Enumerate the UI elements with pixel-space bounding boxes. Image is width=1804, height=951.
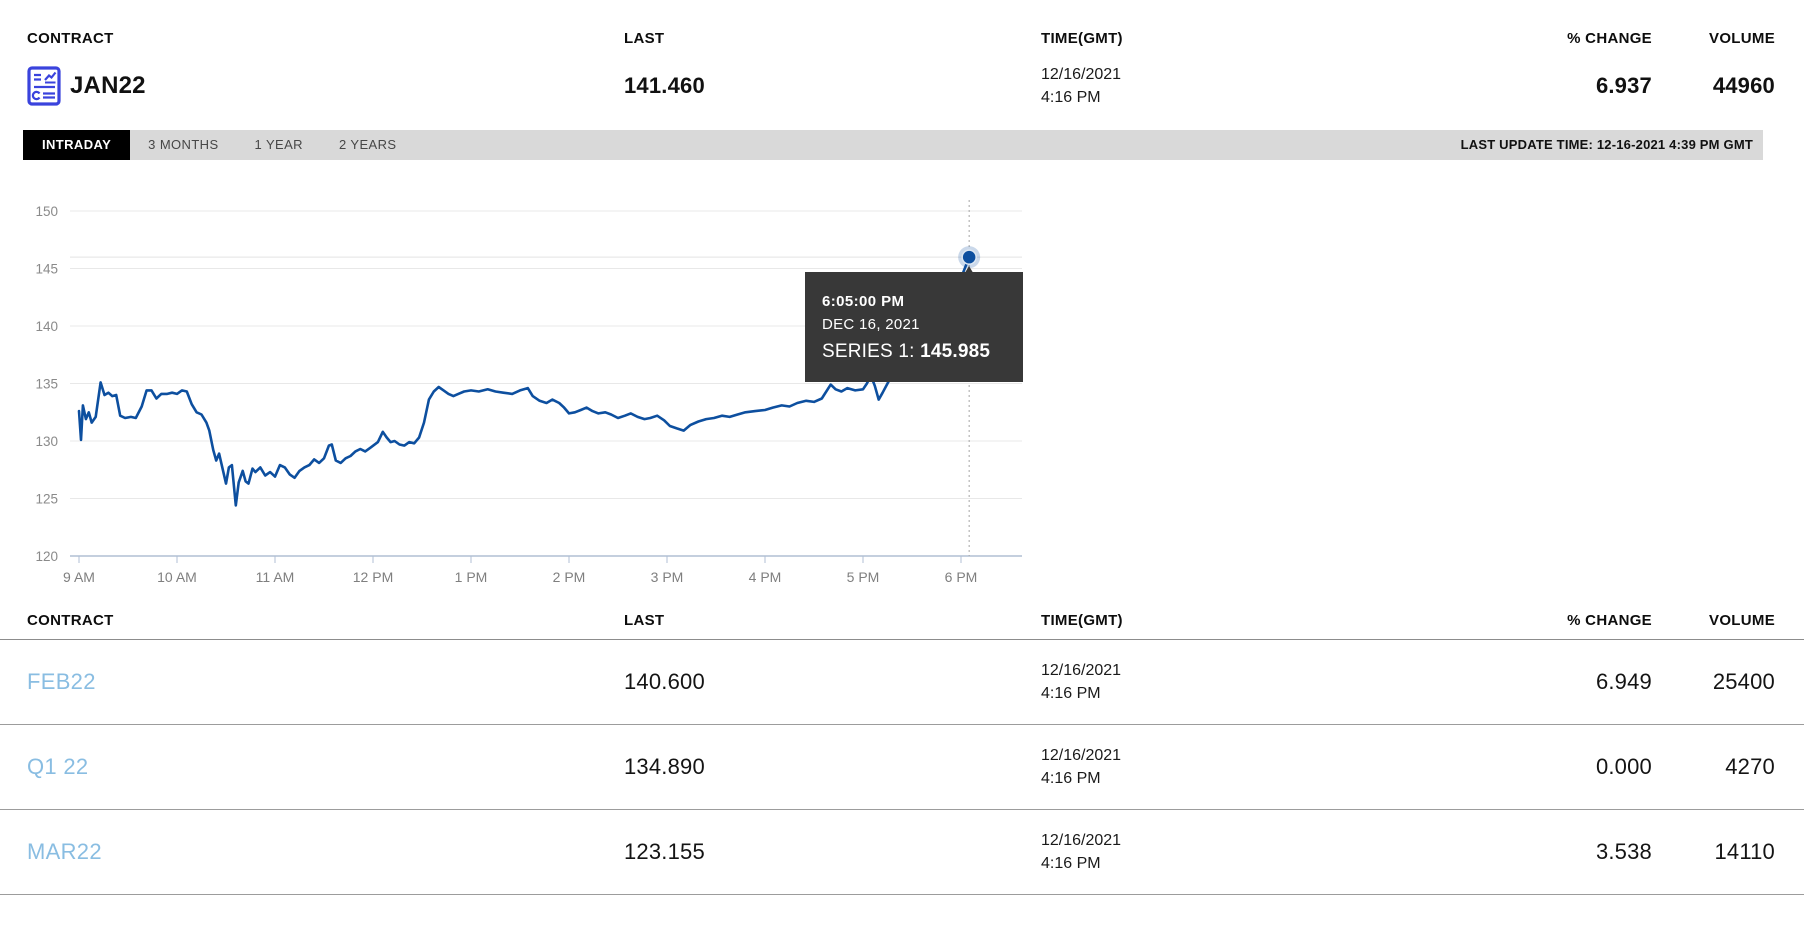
main-time-gmt: 12/16/2021 4:16 PM (1041, 63, 1471, 109)
table-header-row: CONTRACT LAST TIME(GMT) % CHANGE VOLUME (0, 596, 1804, 640)
svg-text:1 PM: 1 PM (455, 569, 488, 585)
svg-text:6 PM: 6 PM (945, 569, 978, 585)
intraday-chart[interactable]: 9 AM 10 AM 11 AM 12 PM 1 PM 2 PM 3 PM 4 PM 5 PM 6… (0, 176, 1804, 596)
volume: 14110 (1714, 839, 1775, 864)
summary-col-time: TIME(GMT) (1041, 30, 1123, 47)
tabbar-spacer (414, 130, 1460, 160)
svg-text:10 AM: 10 AM (157, 569, 197, 585)
summary-value-row: JAN22 141.460 12/16/2021 4:16 PM 6.937 4… (0, 63, 1804, 109)
main-date: 12/16/2021 (1041, 66, 1122, 83)
time-gmt: 12/16/2021 4:16 PM (1041, 662, 1122, 702)
table-col-last: LAST (624, 612, 665, 629)
volume: 25400 (1712, 669, 1775, 694)
svg-text:5 PM: 5 PM (847, 569, 880, 585)
main-last-price: 141.460 (624, 73, 705, 98)
svg-text:145: 145 (35, 262, 58, 277)
last-price: 134.890 (624, 754, 705, 779)
tooltip-date: DEC 16, 2021 (822, 316, 920, 333)
table-col-time: TIME(GMT) (1041, 612, 1123, 629)
last-update-time: LAST UPDATE TIME: 12-16-2021 4:39 PM GMT (1460, 137, 1753, 152)
time-gmt: 12/16/2021 4:16 PM (1041, 832, 1122, 872)
svg-text:3 PM: 3 PM (651, 569, 684, 585)
pct-change: 3.538 (1595, 839, 1652, 864)
svg-text:11 AM: 11 AM (256, 569, 295, 585)
table-row: FEB22 140.600 12/16/2021 4:16 PM 6.949 2… (0, 640, 1804, 725)
contract-link-mar22[interactable]: MAR22 (27, 839, 102, 864)
svg-text:12 PM: 12 PM (353, 569, 393, 585)
pct-change: 0.000 (1595, 754, 1652, 779)
summary-col-contract: CONTRACT (27, 30, 114, 47)
tab-2-years[interactable]: 2 YEARS (338, 137, 397, 152)
svg-text:4 PM: 4 PM (749, 569, 782, 585)
table-row: MAR22 123.155 12/16/2021 4:16 PM 3.538 1… (0, 810, 1804, 895)
main-contract-name: JAN22 (70, 72, 146, 99)
chart-tooltip: 6:05:00 PM DEC 16, 2021 SERIES 1: 145.98… (805, 266, 1023, 382)
svg-text:130: 130 (35, 434, 58, 449)
main-pct-change: 6.937 (1595, 73, 1652, 98)
svg-text:135: 135 (35, 377, 58, 392)
volume: 4270 (1725, 754, 1775, 779)
contract-chart-icon (27, 66, 61, 106)
summary-header-row: CONTRACT LAST TIME(GMT) % CHANGE VOLUME (0, 30, 1804, 47)
svg-text:120: 120 (35, 549, 58, 564)
tab-3-months[interactable]: 3 MONTHS (148, 137, 219, 152)
table-col-contract: CONTRACT (27, 612, 114, 629)
tooltip-series-value: SERIES 1: 145.985 (822, 341, 991, 362)
summary-col-volume: VOLUME (1709, 30, 1775, 47)
tab-1-year[interactable]: 1 YEAR (254, 137, 303, 152)
svg-text:150: 150 (35, 204, 58, 219)
svg-text:125: 125 (35, 492, 58, 507)
table-row: Q1 22 134.890 12/16/2021 4:16 PM 0.000 4… (0, 725, 1804, 810)
table-col-volume: VOLUME (1709, 612, 1775, 629)
svg-text:9 AM: 9 AM (63, 569, 95, 585)
chart-range-tabbar: INTRADAY 3 MONTHS 1 YEAR 2 YEARS LAST UP… (23, 130, 1763, 160)
svg-text:140: 140 (35, 319, 58, 334)
contract-link-q122[interactable]: Q1 22 (27, 754, 89, 779)
svg-text:2 PM: 2 PM (553, 569, 586, 585)
main-time: 4:16 PM (1041, 89, 1101, 106)
tooltip-time: 6:05:00 PM (822, 293, 905, 310)
contract-link-feb22[interactable]: FEB22 (27, 669, 96, 694)
pct-change: 6.949 (1595, 669, 1652, 694)
summary-col-pct-change: % CHANGE (1567, 30, 1652, 47)
price-line-chart[interactable]: 9 AM 10 AM 11 AM 12 PM 1 PM 2 PM 3 PM 4 PM 5 PM 6… (0, 176, 1100, 596)
last-price: 140.600 (624, 669, 705, 694)
main-volume: 44960 (1712, 73, 1775, 98)
last-price: 123.155 (624, 839, 705, 864)
summary-col-last: LAST (624, 30, 665, 47)
time-gmt: 12/16/2021 4:16 PM (1041, 747, 1122, 787)
tab-intraday[interactable]: INTRADAY (23, 130, 131, 160)
table-col-pct-change: % CHANGE (1567, 612, 1652, 629)
